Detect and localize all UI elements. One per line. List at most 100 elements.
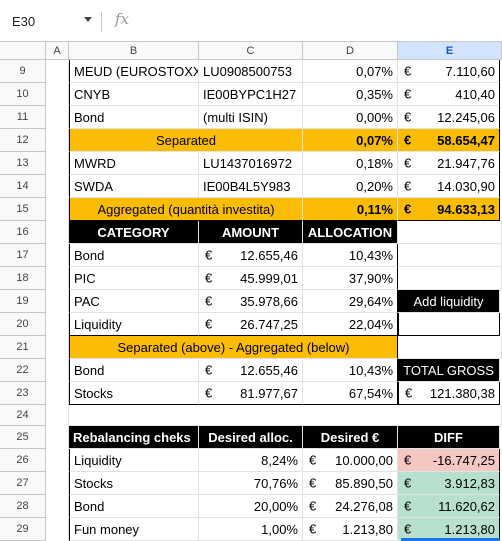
cell-d26[interactable]: €10.000,00	[303, 449, 398, 472]
diff-liquidity[interactable]: € -16.747,25	[398, 449, 500, 472]
header-amount[interactable]: AMOUNT	[199, 221, 303, 244]
cell-e12[interactable]: €58.654,47	[398, 129, 500, 152]
add-liquidity-input[interactable]	[398, 313, 500, 336]
cell-e15[interactable]: €94.633,13	[398, 198, 500, 221]
cell-b12-separated-label[interactable]: Separated	[69, 129, 303, 152]
cell-d18[interactable]: 37,90%	[303, 267, 398, 290]
row-header-27[interactable]: 27	[0, 472, 46, 495]
row-header-11[interactable]: 11	[0, 106, 46, 129]
cell-e11[interactable]: €12.245,06	[398, 106, 500, 129]
row-header-22[interactable]: 22	[0, 359, 46, 382]
cell-d20[interactable]: 22,04%	[303, 313, 398, 336]
cell-b22[interactable]: Bond	[69, 359, 199, 382]
column-a-cells[interactable]	[46, 60, 69, 541]
row-header-24[interactable]: 24	[0, 405, 46, 426]
header-category[interactable]: CATEGORY	[69, 221, 199, 244]
cell-d27[interactable]: €85.890,50	[303, 472, 398, 495]
cell-d12[interactable]: 0,07%	[303, 129, 398, 152]
row-header-28[interactable]: 28	[0, 495, 46, 518]
diff-bond[interactable]: €11.620,62	[398, 495, 500, 518]
chevron-down-icon[interactable]	[84, 17, 92, 22]
column-header-e[interactable]: E	[398, 42, 502, 60]
row-header-13[interactable]: 13	[0, 152, 46, 175]
cell-b26[interactable]: Liquidity	[69, 449, 199, 472]
cell-c29[interactable]: 1,00%	[199, 518, 303, 541]
cell-b28[interactable]: Bond	[69, 495, 199, 518]
row-header-12[interactable]: 12	[0, 129, 46, 152]
cell-d9[interactable]: 0,07%	[303, 60, 398, 83]
total-gross-value[interactable]: €121.380,38	[398, 382, 500, 405]
add-liquidity-button[interactable]: Add liquidity	[398, 290, 500, 313]
header-desired-eur[interactable]: Desired €	[303, 426, 398, 449]
cell-c23[interactable]: €81.977,67	[199, 382, 303, 405]
cell-c26[interactable]: 8,24%	[199, 449, 303, 472]
row-24-cells[interactable]	[69, 405, 502, 426]
cell-d11[interactable]: 0,00%	[303, 106, 398, 129]
cell-c28[interactable]: 20,00%	[199, 495, 303, 518]
diff-stocks[interactable]: €3.912,83	[398, 472, 500, 495]
row-header-25[interactable]: 25	[0, 426, 46, 449]
cell-c11[interactable]: (multi ISIN)	[199, 106, 303, 129]
cell-d17[interactable]: 10,43%	[303, 244, 398, 267]
row-header-20[interactable]: 20	[0, 313, 46, 336]
cell-b20[interactable]: Liquidity	[69, 313, 199, 336]
cell-b11[interactable]: Bond	[69, 106, 199, 129]
row-header-10[interactable]: 10	[0, 83, 46, 106]
cell-c10[interactable]: IE00BYPC1H27	[199, 83, 303, 106]
cell-c22[interactable]: €12.655,46	[199, 359, 303, 382]
cell-e18[interactable]	[398, 267, 502, 290]
header-diff[interactable]: DIFF	[398, 426, 500, 449]
row-header-29[interactable]: 29	[0, 518, 46, 541]
cell-b9[interactable]: MEUD (EUROSTOXX 6	[69, 60, 199, 83]
separated-aggregated-divider[interactable]: Separated (above) - Aggregated (below)	[69, 336, 398, 359]
name-box[interactable]: E30	[6, 8, 96, 34]
header-allocation[interactable]: ALLOCATION	[303, 221, 398, 244]
cell-d22[interactable]: 10,43%	[303, 359, 398, 382]
cell-d29[interactable]: €1.213,80	[303, 518, 398, 541]
column-header-c[interactable]: C	[199, 42, 303, 60]
cell-d13[interactable]: 0,18%	[303, 152, 398, 175]
cell-e14[interactable]: €14.030,90	[398, 175, 500, 198]
row-header-15[interactable]: 15	[0, 198, 46, 221]
cell-b18[interactable]: PIC	[69, 267, 199, 290]
header-desired-alloc[interactable]: Desired alloc.	[199, 426, 303, 449]
select-all-corner[interactable]	[0, 42, 46, 60]
cell-c27[interactable]: 70,76%	[199, 472, 303, 495]
cell-d15[interactable]: 0,11%	[303, 198, 398, 221]
row-header-17[interactable]: 17	[0, 244, 46, 267]
cell-b10[interactable]: CNYB	[69, 83, 199, 106]
cell-b14[interactable]: SWDA	[69, 175, 199, 198]
row-header-14[interactable]: 14	[0, 175, 46, 198]
cell-c9[interactable]: LU0908500753	[199, 60, 303, 83]
total-gross-label[interactable]: TOTAL GROSS	[398, 359, 500, 382]
cell-b13[interactable]: MWRD	[69, 152, 199, 175]
cell-e16[interactable]	[398, 221, 502, 244]
cell-d23[interactable]: 67,54%	[303, 382, 398, 405]
row-header-18[interactable]: 18	[0, 267, 46, 290]
cell-d10[interactable]: 0,35%	[303, 83, 398, 106]
cell-d14[interactable]: 0,20%	[303, 175, 398, 198]
cell-c20[interactable]: €26.747,25	[199, 313, 303, 336]
row-header-23[interactable]: 23	[0, 382, 46, 405]
cell-b15-aggregated-label[interactable]: Aggregated (quantità investita)	[69, 198, 303, 221]
column-header-d[interactable]: D	[303, 42, 398, 60]
cell-c17[interactable]: €12.655,46	[199, 244, 303, 267]
header-rebalancing-checks[interactable]: Rebalancing cheks	[69, 426, 199, 449]
row-header-16[interactable]: 16	[0, 221, 46, 244]
row-header-9[interactable]: 9	[0, 60, 46, 83]
cell-b29[interactable]: Fun money	[69, 518, 199, 541]
cell-e13[interactable]: €21.947,76	[398, 152, 500, 175]
cell-c18[interactable]: €45.999,01	[199, 267, 303, 290]
cell-c14[interactable]: IE00B4L5Y983	[199, 175, 303, 198]
cell-c13[interactable]: LU1437016972	[199, 152, 303, 175]
cell-e17[interactable]	[398, 244, 502, 267]
cell-b19[interactable]: PAC	[69, 290, 199, 313]
cell-e21[interactable]	[398, 336, 502, 359]
row-header-21[interactable]: 21	[0, 336, 46, 359]
row-header-26[interactable]: 26	[0, 449, 46, 472]
column-header-a[interactable]: A	[46, 42, 69, 60]
row-header-19[interactable]: 19	[0, 290, 46, 313]
cell-b17[interactable]: Bond	[69, 244, 199, 267]
cell-d28[interactable]: €24.276,08	[303, 495, 398, 518]
cell-b23[interactable]: Stocks	[69, 382, 199, 405]
